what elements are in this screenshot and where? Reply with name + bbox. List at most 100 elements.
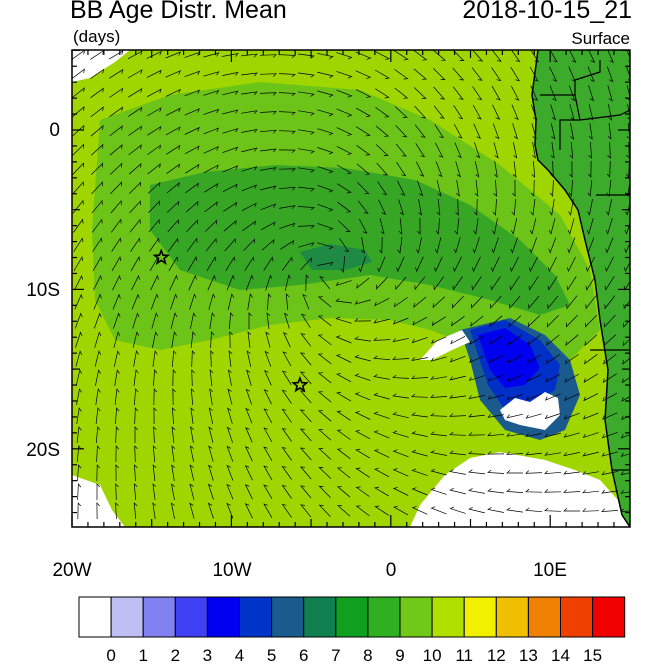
wind-barb (411, 393, 429, 398)
wind-barb (566, 315, 578, 328)
map-title: BB Age Distr. Mean (70, 0, 287, 24)
wind-barb (110, 181, 122, 195)
wind-barb (564, 393, 580, 402)
lat-label-0: 0 (49, 120, 60, 141)
wind-barb (453, 105, 464, 120)
wind-barb (373, 318, 390, 324)
age-contour (478, 328, 540, 388)
wind-barb (411, 375, 429, 379)
wind-barb (337, 505, 351, 517)
missing-data-area (72, 475, 125, 527)
wind-barb (530, 50, 540, 63)
wind-barb (601, 508, 619, 513)
wind-barb (128, 106, 143, 117)
age-contour (300, 244, 372, 270)
wind-barb (373, 449, 390, 458)
wind-barb (411, 431, 428, 437)
wind-barb (227, 388, 233, 405)
wind-barb (452, 50, 465, 61)
wind-barb (621, 396, 630, 402)
level-label: Surface (571, 29, 630, 48)
wind-barb (336, 486, 351, 498)
wind-barb (355, 505, 370, 517)
wind-barb (607, 50, 614, 63)
wind-barb (190, 331, 196, 348)
wind-barb (241, 128, 258, 133)
wind-barb (113, 350, 121, 367)
wind-barb (548, 237, 557, 254)
wind-barb (299, 409, 312, 423)
wind-barb (246, 369, 252, 386)
wind-barb (526, 354, 541, 364)
wind-barb (435, 161, 443, 178)
wind-barb (282, 256, 293, 271)
wind-barb (241, 184, 258, 192)
wind-barb (226, 502, 234, 519)
wind-barb (336, 108, 353, 117)
wind-barb (416, 161, 425, 177)
wind-barb (623, 300, 630, 310)
wind-barb (225, 256, 236, 271)
wind-barb (413, 296, 427, 308)
wind-barb (109, 125, 123, 137)
wind-barb (487, 469, 505, 474)
wind-barb (90, 87, 104, 98)
wind-barb (170, 293, 178, 310)
wind-barb (185, 182, 199, 193)
wind-barb (299, 466, 312, 480)
wind-barb (278, 92, 296, 97)
wind-barb (607, 85, 613, 102)
wind-barb (527, 315, 541, 328)
colorbar-swatch (592, 596, 626, 638)
wind-barb (374, 505, 389, 516)
wind-barb (298, 110, 315, 116)
wind-barb (416, 237, 422, 254)
wind-barb (72, 181, 84, 195)
wind-barb (244, 256, 255, 271)
wind-barb (206, 256, 217, 271)
wind-barb (355, 51, 372, 60)
wind-barb (259, 111, 277, 115)
wind-barb (468, 395, 485, 400)
wind-barb (526, 374, 542, 383)
wind-barb (189, 502, 195, 519)
wind-barb (563, 508, 580, 512)
wind-barb (544, 470, 562, 475)
wind-barb (450, 335, 466, 345)
wind-barb (317, 334, 332, 346)
wind-barb (604, 256, 614, 273)
wind-barb (76, 388, 82, 405)
wind-barb (431, 316, 446, 327)
lon-label-20w: 20W (52, 560, 92, 581)
wind-barb (354, 373, 371, 381)
colorbar-swatch (431, 596, 465, 638)
wind-barb (114, 369, 120, 386)
wind-barb (602, 392, 618, 402)
wind-barb (209, 388, 214, 405)
wind-barb (152, 464, 157, 481)
wind-barb (90, 68, 105, 79)
wind-barb (75, 331, 83, 348)
wind-barb (73, 256, 84, 272)
wind-barb (393, 505, 409, 516)
wind-barb (525, 433, 542, 438)
wind-barb (375, 88, 390, 99)
wind-barb (397, 180, 406, 196)
wind-barb (413, 68, 428, 80)
wind-barb (74, 274, 84, 291)
wind-barb (207, 483, 214, 500)
colorbar-label: 15 (583, 646, 603, 665)
wind-barb (415, 256, 424, 273)
map-field (72, 50, 630, 527)
wind-barb (115, 464, 119, 482)
wind-barb (318, 504, 331, 518)
wind-barb (189, 483, 195, 500)
wind-barb (487, 488, 504, 494)
wind-barb (468, 375, 485, 382)
wind-barb (335, 298, 352, 304)
wind-barb (153, 407, 157, 425)
wind-barb (261, 238, 275, 251)
wind-barb (109, 162, 123, 175)
wind-barb (186, 237, 198, 252)
wind-barb (528, 295, 540, 310)
